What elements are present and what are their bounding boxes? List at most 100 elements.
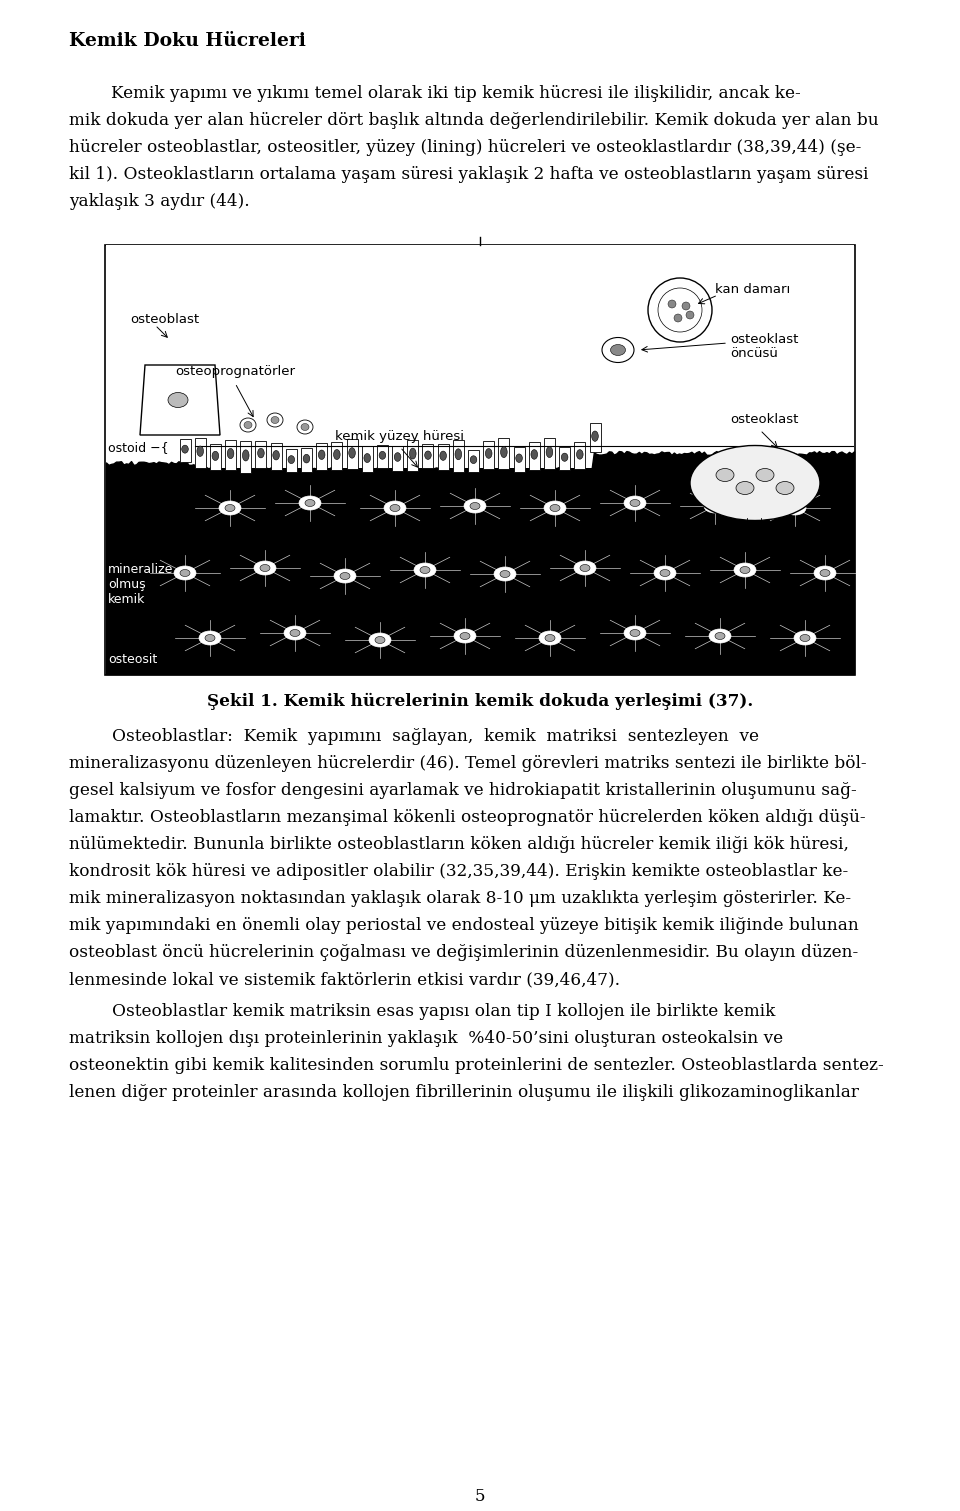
Text: kil 1). Osteoklastların ortalama yaşam süresi yaklaşık 2 hafta ve osteoblastları: kil 1). Osteoklastların ortalama yaşam s…: [69, 166, 869, 183]
Ellipse shape: [225, 505, 235, 512]
Ellipse shape: [660, 570, 670, 577]
Ellipse shape: [794, 632, 816, 645]
Bar: [210, 444, 221, 470]
Ellipse shape: [181, 446, 188, 453]
Ellipse shape: [562, 453, 568, 461]
Ellipse shape: [591, 431, 598, 441]
Ellipse shape: [550, 505, 560, 512]
Bar: [180, 438, 190, 462]
Bar: [544, 438, 555, 470]
Text: kondrosit kök hüresi ve adipositler olabilir (32,35,39,44). Erişkin kemikte oste: kondrosit kök hüresi ve adipositler olab…: [69, 863, 849, 879]
Ellipse shape: [734, 564, 756, 577]
Ellipse shape: [460, 633, 470, 639]
Ellipse shape: [379, 452, 386, 459]
Bar: [316, 443, 327, 470]
Text: ostoid −{: ostoid −{: [108, 441, 169, 453]
Ellipse shape: [260, 565, 270, 571]
Ellipse shape: [740, 567, 750, 574]
Bar: [195, 438, 205, 467]
Ellipse shape: [814, 567, 836, 580]
Ellipse shape: [297, 420, 313, 434]
Text: mineralize: mineralize: [108, 564, 174, 576]
Text: mineralizasyonu düzenleyen hücrelerdir (46). Temel görevleri matriks sentezi ile: mineralizasyonu düzenleyen hücrelerdir (…: [69, 756, 867, 772]
Ellipse shape: [784, 502, 806, 515]
Ellipse shape: [273, 450, 279, 459]
Ellipse shape: [611, 345, 626, 355]
Circle shape: [674, 314, 682, 322]
Ellipse shape: [464, 499, 486, 514]
Bar: [225, 440, 236, 470]
Ellipse shape: [454, 629, 476, 644]
Ellipse shape: [424, 450, 431, 459]
Ellipse shape: [364, 453, 371, 462]
Ellipse shape: [580, 565, 590, 571]
Text: kan damarı: kan damarı: [715, 283, 790, 296]
Ellipse shape: [284, 626, 306, 641]
Ellipse shape: [470, 503, 480, 509]
Bar: [271, 443, 281, 470]
Ellipse shape: [197, 446, 204, 456]
Bar: [392, 446, 403, 471]
Bar: [240, 441, 252, 473]
Bar: [106, 468, 854, 674]
Text: lenmesinde lokal ve sistemik faktörlerin etkisi vardır (39,46,47).: lenmesinde lokal ve sistemik faktörlerin…: [69, 972, 620, 988]
Ellipse shape: [602, 337, 634, 363]
Text: mik mineralizasyon noktasından yaklaşık olarak 8-10 μm uzaklıkta yerleşim göster: mik mineralizasyon noktasından yaklaşık …: [69, 890, 852, 907]
Text: osteosit: osteosit: [108, 653, 157, 666]
Ellipse shape: [257, 449, 264, 458]
Ellipse shape: [319, 450, 325, 459]
Text: Kemik yapımı ve yıkımı temel olarak iki tip kemik hücresi ile ilişkilidir, ancak: Kemik yapımı ve yıkımı temel olarak iki …: [111, 85, 801, 103]
Bar: [483, 441, 494, 468]
Ellipse shape: [410, 449, 416, 459]
Ellipse shape: [219, 502, 241, 515]
Ellipse shape: [333, 449, 340, 459]
Text: lamaktır. Osteoblastların mezanşimal kökenli osteoprognatör hücrelerden köken al: lamaktır. Osteoblastların mezanşimal kök…: [69, 808, 866, 827]
Ellipse shape: [254, 561, 276, 576]
Ellipse shape: [545, 635, 555, 642]
Bar: [301, 447, 312, 473]
Ellipse shape: [704, 499, 726, 514]
Bar: [498, 438, 510, 470]
Ellipse shape: [800, 635, 810, 642]
Bar: [438, 444, 448, 470]
Text: hücreler osteoblastlar, osteositler, yüzey (lining) hücreleri ve osteoklastlardı: hücreler osteoblastlar, osteositler, yüz…: [69, 139, 861, 156]
Ellipse shape: [790, 505, 800, 512]
Ellipse shape: [271, 417, 279, 423]
Ellipse shape: [290, 630, 300, 636]
Text: Osteoblastlar kemik matriksin esas yapısı olan tip I kollojen ile birlikte kemik: Osteoblastlar kemik matriksin esas yapıs…: [69, 1003, 776, 1020]
Ellipse shape: [303, 455, 310, 462]
Ellipse shape: [776, 482, 794, 494]
Ellipse shape: [243, 450, 249, 461]
Text: Osteoblastlar:  Kemik  yapımını  sağlayan,  kemik  matriksi  sentezleyen  ve: Osteoblastlar: Kemik yapımını sağlayan, …: [69, 728, 759, 745]
Ellipse shape: [546, 447, 553, 458]
Text: osteoblast: osteoblast: [130, 313, 199, 326]
Ellipse shape: [369, 633, 391, 647]
Ellipse shape: [516, 453, 522, 462]
Bar: [468, 450, 479, 471]
Ellipse shape: [240, 419, 256, 432]
Bar: [286, 449, 297, 471]
Bar: [453, 440, 464, 471]
Ellipse shape: [267, 413, 283, 428]
Text: Kemik Doku Hücreleri: Kemik Doku Hücreleri: [69, 32, 306, 50]
Bar: [105, 245, 855, 675]
Bar: [255, 441, 267, 468]
Ellipse shape: [420, 567, 430, 574]
Text: osteoklast: osteoklast: [730, 332, 799, 346]
Text: Şekil 1. Kemik hücrelerinin kemik dokuda yerleşimi (37).: Şekil 1. Kemik hücrelerinin kemik dokuda…: [206, 694, 754, 710]
Ellipse shape: [244, 422, 252, 429]
Ellipse shape: [736, 482, 754, 494]
Ellipse shape: [500, 447, 507, 458]
Ellipse shape: [180, 570, 190, 577]
Ellipse shape: [340, 573, 350, 580]
Text: gesel kalsiyum ve fosfor dengesini ayarlamak ve hidrokiapatit kristallerinin olu: gesel kalsiyum ve fosfor dengesini ayarl…: [69, 783, 856, 799]
Circle shape: [686, 311, 694, 319]
Text: osteoprognatörler: osteoprognatörler: [175, 366, 295, 378]
Ellipse shape: [334, 570, 356, 583]
Ellipse shape: [715, 633, 725, 639]
Ellipse shape: [820, 570, 830, 577]
Text: matriksin kollojen dışı proteinlerinin yaklaşık  %40-50’sini oluşturan osteokals: matriksin kollojen dışı proteinlerinin y…: [69, 1031, 783, 1047]
Ellipse shape: [494, 567, 516, 582]
Ellipse shape: [710, 503, 720, 509]
Ellipse shape: [440, 452, 446, 461]
